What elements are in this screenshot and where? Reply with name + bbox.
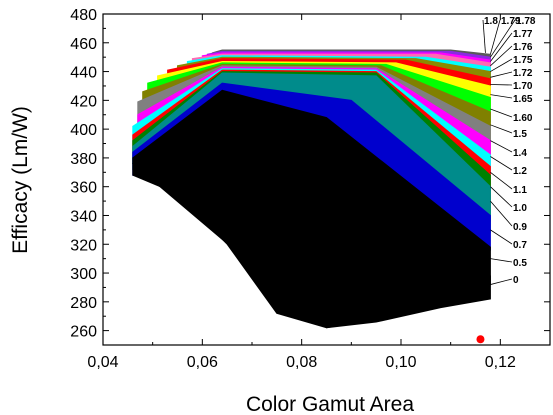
y-tick-label: 420 [70,93,97,110]
series-label-arrow [490,19,516,58]
x-tick-label: 0,12 [485,354,516,371]
series-label-arrow [490,32,513,62]
series-label-arrow [490,58,513,72]
y-tick-label: 280 [70,295,97,312]
series-label: 1.60 [513,113,533,124]
series-area [131,96,491,329]
series-label: 0.9 [513,222,527,233]
y-tick-label: 440 [70,65,97,82]
y-tick-label: 360 [70,180,97,197]
series-label-arrow [490,94,513,99]
series-label-arrow [490,278,513,285]
axis-ticks: 260 280 300 320 340 360 380 400 420 440 460 480 0,04… [70,7,550,371]
series-label: 1.8 [484,16,498,27]
series-label: 1.1 [513,185,527,196]
y-tick-label: 320 [70,237,97,254]
x-tick-label: 0,06 [187,354,218,371]
series-label: 1.77 [513,29,533,40]
y-tick-label: 480 [70,7,97,24]
series-label: 1.72 [513,68,533,79]
y-tick-label: 460 [70,36,97,53]
x-tick-label: 0,10 [385,354,416,371]
y-tick-label: 340 [70,208,97,225]
x-axis-title: Color Gamut Area [246,393,414,415]
y-tick-label: 300 [70,266,97,283]
series-label-arrow [490,19,501,55]
series-label: 1.75 [513,55,533,66]
series-label-arrow [490,124,513,134]
series-label-arrow [490,186,513,208]
y-tick-label: 400 [70,122,97,139]
series-label: 1.0 [513,203,527,214]
series-label: 1.4 [513,148,527,159]
series-label-arrow [490,229,513,245]
highlight-point [476,335,485,344]
y-tick-label: 380 [70,151,97,168]
series-label: 1.2 [513,166,527,177]
series-label: 0.7 [513,240,527,251]
series-label: 1.70 [513,81,533,92]
series-label: 1.65 [513,94,533,105]
series-label-arrow [490,156,513,171]
series-label-arrow [490,171,513,190]
series-label-arrow [482,19,486,53]
series-label: 1.76 [513,42,533,53]
series-label: 0 [513,275,519,286]
series-areas [131,49,491,329]
series-label: 1.79 [501,16,521,27]
y-axis-title: Efficacy (Lm/W) [9,106,32,254]
y-tick-label: 260 [70,324,97,341]
series-label-arrow [490,258,513,263]
plot-frame [102,13,551,346]
series-label: 1.5 [513,129,527,140]
series-label-arrow [490,140,513,153]
x-tick-label: 0,04 [87,354,118,371]
series-label-arrow [490,200,513,227]
series-label: 0.5 [513,258,527,269]
series-label: 1.78 [516,16,536,27]
series-label-arrow [490,45,513,67]
series-label-arrow [490,108,513,118]
series-label-arrow [490,71,513,78]
x-tick-label: 0,08 [286,354,317,371]
series-labels: 1.8 1.791.78 1.77 1.76 1.75 1.72 1.70 1.65 1.60 1… [482,16,536,286]
